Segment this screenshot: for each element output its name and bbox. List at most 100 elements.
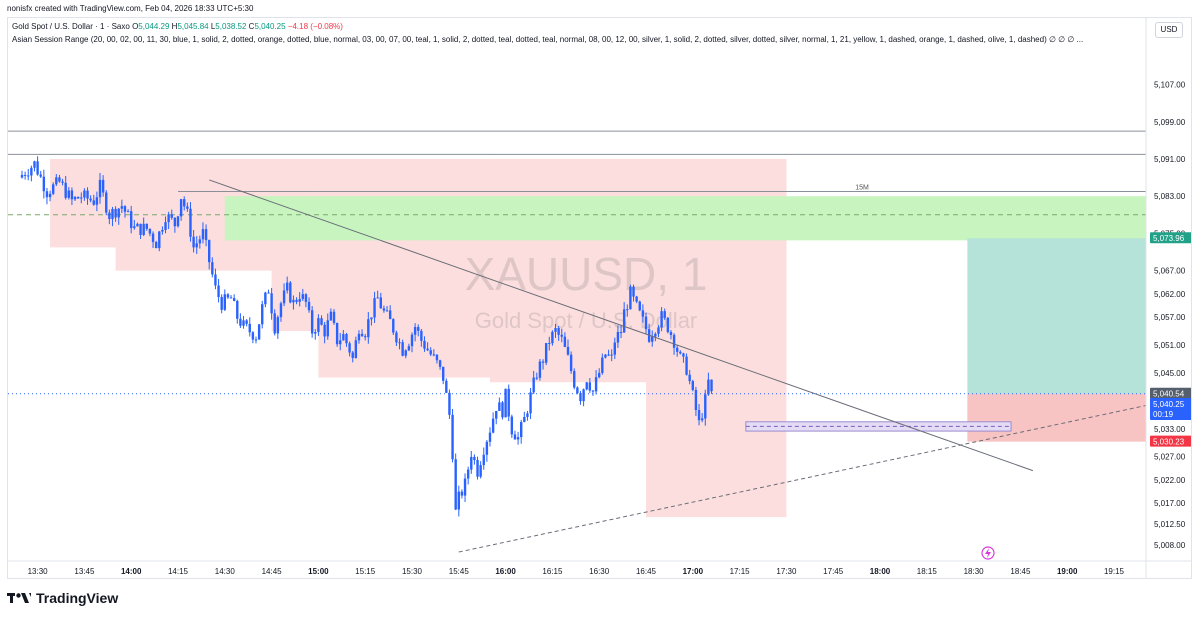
candle-body xyxy=(601,357,604,373)
candle-body xyxy=(264,292,267,305)
candle-body xyxy=(563,336,567,347)
candle-body xyxy=(101,179,105,193)
candle-body xyxy=(173,217,177,227)
candle-body xyxy=(682,353,685,357)
candle-body xyxy=(700,418,704,421)
candle-body xyxy=(588,382,592,391)
zone-target-7 xyxy=(967,238,1146,394)
candle-body xyxy=(420,330,423,341)
candle-body xyxy=(457,491,460,510)
tradingview-logo-icon xyxy=(7,593,31,603)
candle-body xyxy=(329,311,333,321)
candle-body xyxy=(133,226,136,229)
time-tick-label: 17:00 xyxy=(683,567,704,576)
time-tick-label: 13:45 xyxy=(74,567,95,576)
candle-body xyxy=(301,294,304,299)
price-badge-blue xyxy=(1150,398,1191,421)
price-tick-label: 5,027.00 xyxy=(1154,453,1186,462)
candle-body xyxy=(388,310,392,320)
candle-body xyxy=(370,317,373,320)
candle-body xyxy=(694,389,698,411)
brand-name: TradingView xyxy=(36,590,119,606)
candle-body xyxy=(76,197,80,199)
candle-body xyxy=(342,334,345,341)
price-badge-label: 5,030.23 xyxy=(1153,438,1185,447)
candle-body xyxy=(229,297,233,299)
candle-body xyxy=(544,342,548,363)
candle-body xyxy=(557,328,560,335)
candle-body xyxy=(560,334,563,337)
price-tick-label: 5,033.00 xyxy=(1154,425,1186,434)
candle-body xyxy=(513,434,517,440)
symbol-label[interactable]: Gold Spot / U.S. Dollar · 1 · Saxo xyxy=(12,22,130,31)
candle-body xyxy=(591,390,595,392)
candle-body xyxy=(73,197,77,200)
candle-body xyxy=(504,388,507,418)
change-value: −4.18 (−0.08%) xyxy=(287,22,343,31)
candle-body xyxy=(676,347,679,352)
candle-body xyxy=(507,388,510,417)
candle-body xyxy=(58,177,61,182)
candle-body xyxy=(89,198,92,201)
low-label: L xyxy=(210,22,216,31)
candle-body xyxy=(339,340,342,345)
candle-body xyxy=(245,320,248,324)
candle-body xyxy=(267,292,270,294)
close-value: 5,040.25 xyxy=(254,22,286,31)
candle-body xyxy=(117,208,120,218)
candle-body xyxy=(538,361,542,378)
price-chart[interactable]: XAUUSD, 1 Gold Spot / U.S. Dollar 15M 5,107… xyxy=(8,18,1192,579)
candle-body xyxy=(220,297,223,310)
candle-body xyxy=(376,297,379,299)
time-tick-label: 16:45 xyxy=(636,567,657,576)
candle-body xyxy=(36,161,39,175)
hline-label: 15M xyxy=(855,185,869,192)
lightning-icon[interactable] xyxy=(981,546,995,560)
time-tick-label: 13:30 xyxy=(28,567,49,576)
candle-body xyxy=(20,174,24,178)
candle-body xyxy=(161,229,164,232)
ohlc-legend: Gold Spot / U.S. Dollar · 1 · Saxo O5,04… xyxy=(12,22,343,31)
candle-body xyxy=(632,286,635,297)
credit-line: nonisfx created with TradingView.com, Fe… xyxy=(7,4,254,13)
candle-body xyxy=(638,301,641,311)
chart-panel[interactable]: XAUUSD, 1 Gold Spot / U.S. Dollar 15M 5,107… xyxy=(7,17,1192,579)
candle-body xyxy=(541,361,545,363)
candle-body xyxy=(332,311,336,323)
candle-body xyxy=(167,214,170,223)
candle-body xyxy=(697,410,701,421)
currency-button[interactable]: USD xyxy=(1155,22,1183,38)
candle-body xyxy=(373,298,376,318)
candle-body xyxy=(148,228,152,234)
candle-body xyxy=(83,190,86,198)
time-tick-label: 16:30 xyxy=(589,567,610,576)
candle-body xyxy=(232,298,236,301)
candle-body xyxy=(579,393,582,402)
candle-body xyxy=(663,311,666,318)
candle-body xyxy=(516,437,520,440)
candle-body xyxy=(569,354,573,372)
time-tick-label: 18:30 xyxy=(964,567,985,576)
candle-body xyxy=(526,413,529,417)
candle-body xyxy=(367,319,370,338)
candle-body xyxy=(317,318,320,333)
candle-body xyxy=(223,294,226,310)
candle-body xyxy=(201,229,205,240)
candle-body xyxy=(251,332,255,340)
time-tick-label: 15:45 xyxy=(449,567,470,576)
candle-body xyxy=(289,282,292,303)
candle-body xyxy=(142,223,145,235)
candle-body xyxy=(126,211,130,213)
time-tick-label: 19:00 xyxy=(1057,567,1078,576)
indicator-legend[interactable]: Asian Session Range (20, 00, 02, 00, 11,… xyxy=(12,35,1084,44)
candle-body xyxy=(582,389,585,402)
candle-body xyxy=(466,469,470,479)
candle-body xyxy=(345,334,348,344)
candle-body xyxy=(651,336,654,342)
candle-body xyxy=(491,418,495,433)
candle-body xyxy=(476,459,479,477)
candle-body xyxy=(448,392,451,415)
candle-body xyxy=(273,313,276,334)
time-tick-label: 15:15 xyxy=(355,567,376,576)
